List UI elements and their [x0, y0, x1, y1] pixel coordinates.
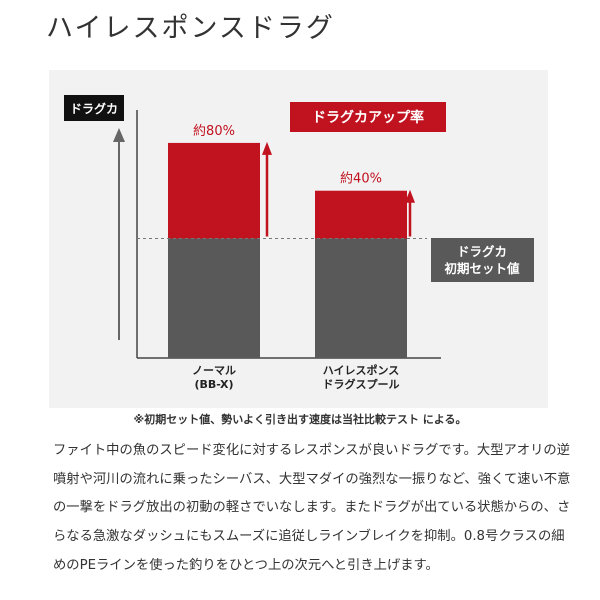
page-title: ハイレスポンスドラグ — [46, 13, 335, 44]
category-label-1-0: ハイレスポンス — [323, 363, 400, 377]
drag-force-chart: ドラグカ約80%ノーマル(BB-X)約40%ハイレスポンスドラグスプールドラグカ… — [64, 95, 534, 391]
increase-arrow-head-1 — [405, 189, 415, 203]
category-label-1-1: ドラグスプール — [323, 377, 400, 391]
increase-arrow-head-0 — [262, 141, 272, 155]
baseline-label-box — [431, 238, 534, 282]
baseline-label-1: 初期セット値 — [444, 261, 520, 276]
bar-base-1 — [315, 238, 407, 358]
y-label-box — [64, 95, 124, 121]
footnote: ※初期セット値、勢いよく引き出す速度は当社比較テスト による。 — [133, 413, 467, 426]
bar-increase-0 — [168, 142, 260, 239]
data-label-1: 約40% — [340, 172, 382, 187]
data-label-0: 約80% — [193, 124, 235, 139]
category-label-0-0: ノーマル — [192, 364, 236, 377]
y-axis-label: ドラグカ — [70, 101, 118, 116]
bar-base-0 — [168, 238, 260, 358]
description-text: ファイト中の魚のスピード変化に対するレスポンスが良いドラグです。大型アオリの逆噴… — [53, 443, 571, 573]
category-label-0-1: (BB-X) — [195, 378, 234, 391]
bar-increase-1 — [315, 190, 407, 239]
legend-label: ドラグカアップ率 — [312, 109, 424, 126]
y-axis-arrow-head — [113, 128, 125, 142]
chart-panel: ドラグカ 約80% ノーマル (BB-X) 約40% ハイレスポンス ドラグスプール ドラグカ… — [49, 70, 548, 408]
baseline-label-0: ドラグカ — [457, 244, 507, 259]
legend-box — [290, 102, 446, 132]
